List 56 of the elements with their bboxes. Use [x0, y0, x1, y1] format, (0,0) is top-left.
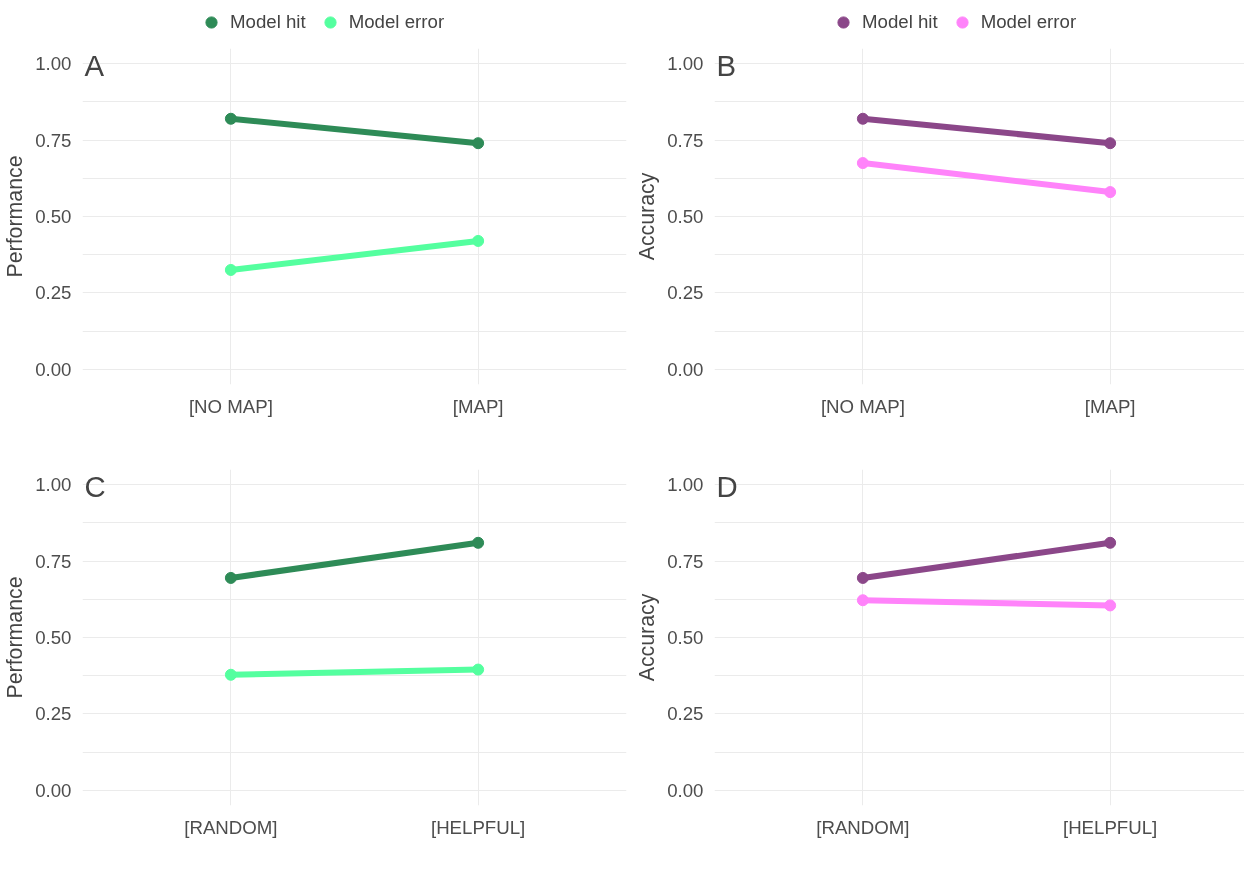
x-tick-label: [MAP]: [452, 395, 504, 417]
point: [472, 663, 485, 676]
y-tick-label: 0.25: [667, 282, 704, 304]
annotation: A: [84, 48, 105, 82]
legend-label: Model hit: [230, 11, 306, 33]
point: [1104, 599, 1117, 612]
y-tick-label: 1.00: [35, 53, 72, 75]
point: [224, 668, 237, 681]
x-tick-label: [HELPFUL]: [430, 816, 526, 838]
y-tick-label: 0.75: [667, 550, 704, 572]
legend-label: Model hit: [862, 11, 938, 33]
legend-label: Model error: [348, 11, 445, 33]
point: [224, 112, 237, 125]
y-tick-label: 0.75: [35, 129, 72, 151]
annotation: C: [84, 469, 106, 503]
point: [1104, 186, 1117, 199]
y-tick-label: 0.75: [667, 129, 704, 151]
point: [472, 137, 485, 150]
point: [224, 571, 237, 584]
x-tick-label: [MAP]: [1084, 395, 1136, 417]
y-tick-label: 0.00: [667, 358, 704, 380]
y-axis-title: Performance: [3, 155, 28, 278]
y-tick-label: 0.00: [667, 779, 704, 801]
y-axis-title: Performance: [3, 576, 28, 699]
y-tick-label: 0.25: [35, 703, 72, 725]
point: [856, 594, 869, 607]
x-tick-label: [RANDOM]: [816, 816, 910, 838]
x-tick-label: [HELPFUL]: [1062, 816, 1158, 838]
y-tick-label: 1.00: [667, 474, 704, 496]
y-axis-title: Accuracy: [635, 593, 660, 682]
y-tick-label: 0.75: [35, 550, 72, 572]
y-tick-label: 0.25: [667, 703, 704, 725]
x-tick-label: [NO MAP]: [820, 395, 905, 417]
y-tick-label: 0.50: [35, 206, 72, 227]
point: [856, 112, 869, 125]
annotation: D: [716, 469, 738, 503]
point: [856, 571, 869, 584]
y-tick-label: 0.00: [35, 358, 72, 380]
x-tick-label: [RANDOM]: [184, 816, 278, 838]
y-axis-title: Accuracy: [635, 172, 660, 261]
y-tick-label: 0.25: [35, 282, 72, 304]
annotation: B: [716, 48, 737, 82]
point: [856, 157, 869, 170]
point: [1104, 137, 1117, 150]
x-tick-label: [NO MAP]: [188, 395, 273, 417]
point: [224, 263, 237, 276]
point: [472, 234, 485, 247]
legend-label: Model error: [980, 11, 1077, 33]
y-tick-label: 0.00: [35, 779, 72, 801]
y-tick-label: 0.50: [667, 206, 704, 227]
y-tick-label: 1.00: [35, 474, 72, 496]
y-tick-label: 1.00: [667, 53, 704, 75]
point: [1104, 536, 1117, 549]
point: [472, 536, 485, 549]
y-tick-label: 0.50: [667, 627, 704, 648]
y-tick-label: 0.50: [35, 627, 72, 648]
